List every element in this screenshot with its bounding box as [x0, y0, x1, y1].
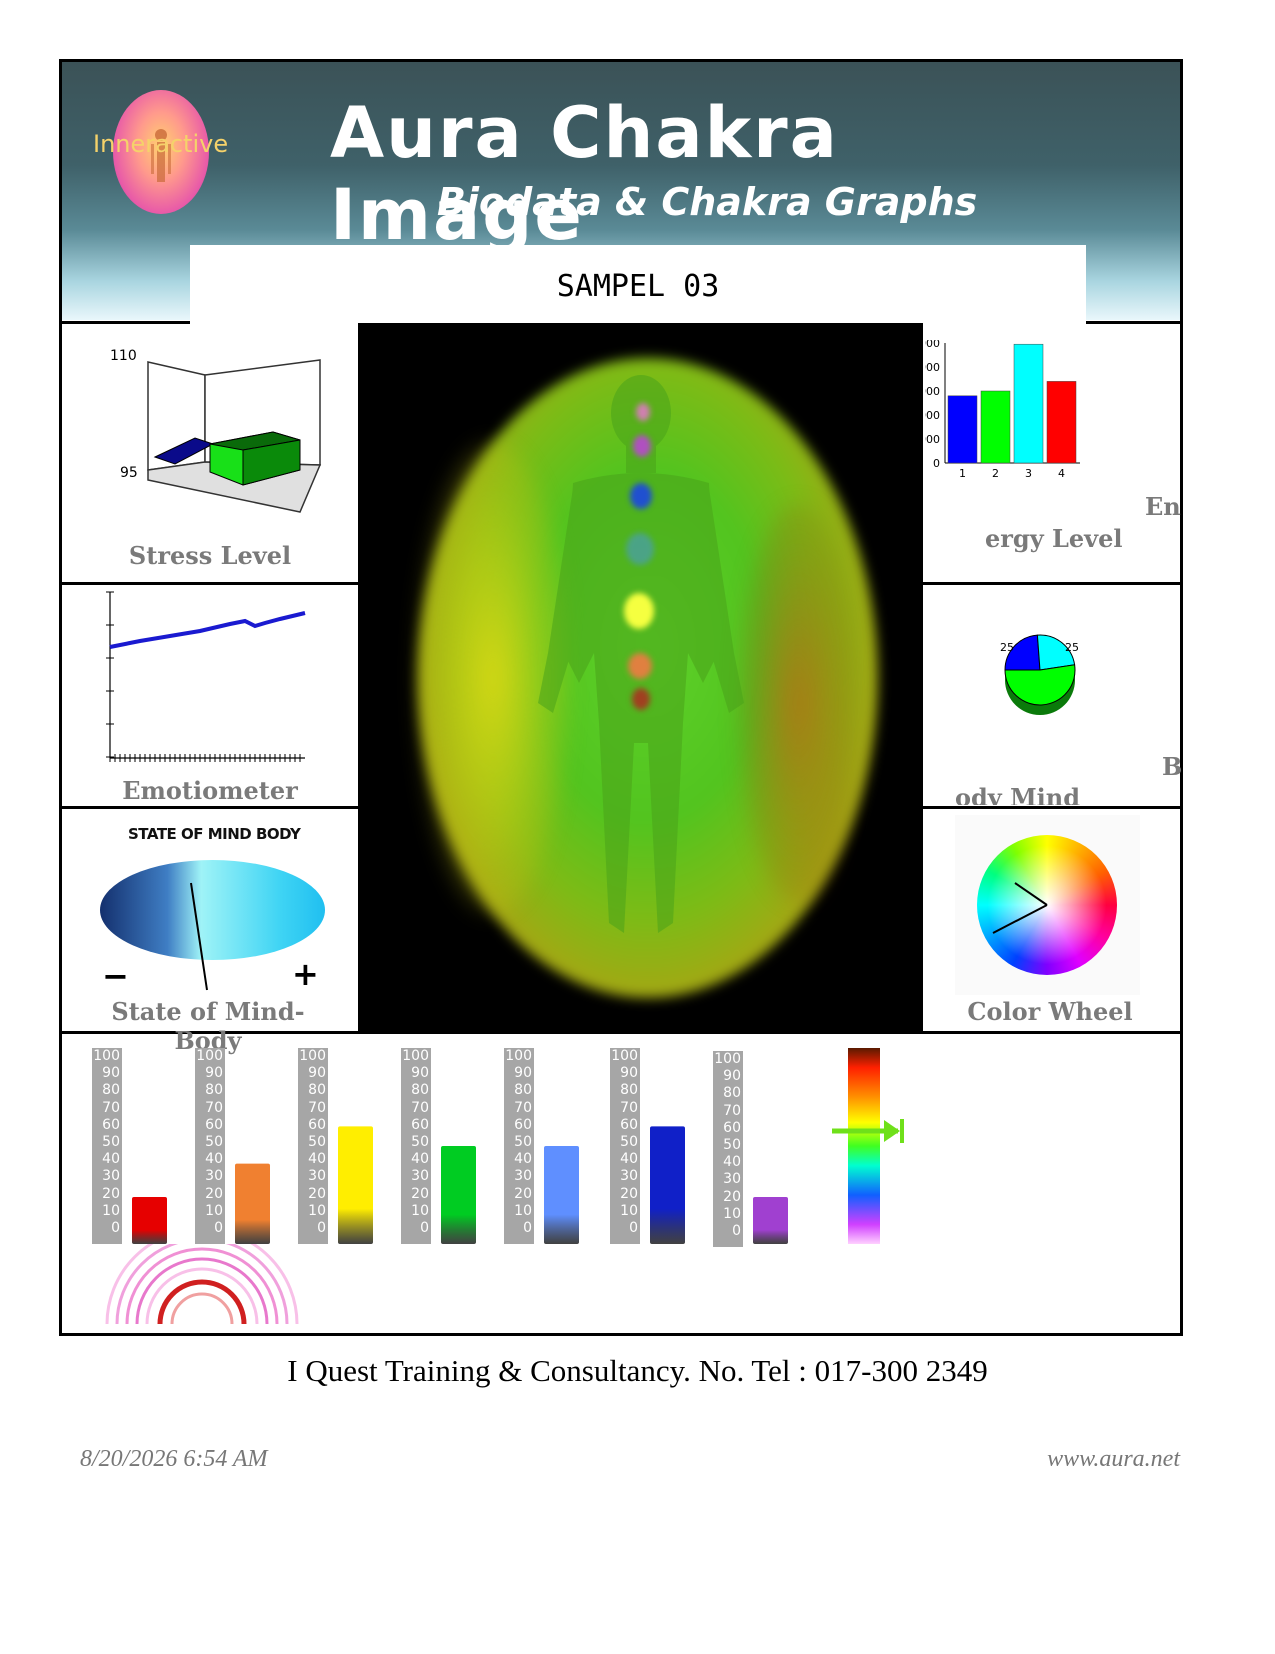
energy-bar [980, 390, 1011, 464]
stress-level-title: Stress Level [128, 541, 292, 570]
minus-icon: − [102, 957, 129, 995]
contact-line: I Quest Training & Consultancy. No. Tel … [287, 1353, 988, 1388]
energy-bar [1046, 381, 1077, 464]
client-name-box: SAMPEL 03 [190, 245, 1086, 323]
client-name: SAMPEL 03 [556, 269, 720, 304]
aura-image [358, 323, 923, 1034]
body-mind-title-right: ody Mind Spirit [955, 783, 1081, 805]
state-gauge-caption: STATE OF MIND BODY [128, 825, 301, 843]
state-ellipse [100, 860, 325, 960]
chakra-scale: 100 90 80 70 60 50 40 30 20 10 0 [92, 1048, 122, 1244]
report-datetime: 8/20/2026 6:54 AM [80, 1446, 268, 1472]
logo-text: Inneractive [93, 130, 229, 158]
stress-chart: 110 95 [110, 348, 322, 513]
emotiometer-title: Emotiometer [122, 776, 298, 805]
divider [62, 321, 190, 324]
energy-bar [1013, 343, 1044, 464]
color-wheel-title: Color Wheel [967, 997, 1133, 1026]
pie-label: 25 [1065, 641, 1079, 654]
energy-chart: 1000000 800000 600000 400000 200000 0 1 2 3 4 [925, 340, 1080, 480]
energy-ytick: 200000 [925, 433, 940, 446]
chakra-bar [753, 1196, 788, 1244]
stress-tick-low: 95 [120, 465, 138, 481]
body-mind-title-clip: ody Mind Spirit [923, 783, 1123, 805]
chakra-bar [235, 1163, 270, 1244]
chakra-scale: 100 90 80 70 60 50 40 30 20 10 0 [401, 1048, 431, 1244]
chakra-bar [441, 1146, 476, 1244]
emotiometer-chart [106, 591, 306, 762]
chakra-bar [132, 1196, 167, 1244]
energy-title-left: En [1145, 492, 1181, 521]
energy-ytick: 600000 [925, 385, 940, 398]
chakra-bar [338, 1126, 373, 1244]
energy-title-right: ergy Level [985, 524, 1123, 553]
energy-ytick: 1000000 [925, 340, 940, 350]
energy-ytick: 800000 [925, 361, 940, 374]
divider [62, 582, 358, 585]
stress-tick-high: 110 [110, 348, 137, 364]
aura-rings-icon [105, 1244, 299, 1324]
third-eye-chakra [633, 435, 651, 457]
state-of-mind-gauge: STATE OF MIND BODY − + [90, 815, 330, 995]
chakra-scale: 100 90 80 70 60 50 40 30 20 10 0 [195, 1048, 225, 1244]
plus-icon: + [292, 955, 319, 993]
chakra-scale: 100 90 80 70 60 50 40 30 20 10 0 [610, 1048, 640, 1244]
energy-ytick: 400000 [925, 409, 940, 422]
report-subtitle: Biodata & Chakra Graphs [437, 180, 978, 224]
report-frame [59, 59, 1183, 1336]
pie-slice [1036, 634, 1076, 671]
divider [923, 806, 1183, 809]
throat-chakra [630, 483, 652, 509]
heart-chakra [626, 533, 654, 565]
divider [62, 806, 358, 809]
pie-slice [1004, 664, 1076, 706]
energy-bar [947, 395, 978, 464]
rainbow-indicator [848, 1048, 880, 1244]
root-chakra [632, 688, 650, 710]
sacral-chakra [628, 653, 652, 679]
pie-label: 25 [1000, 641, 1014, 654]
crown-chakra [636, 403, 650, 421]
energy-xtick: 3 [1025, 467, 1032, 480]
energy-xtick: 4 [1058, 467, 1065, 480]
chakra-scale: 100 90 80 70 60 50 40 30 20 10 0 [298, 1048, 328, 1244]
divider [1086, 321, 1180, 324]
chakra-bars [132, 1126, 788, 1244]
logo-orb-icon [113, 90, 209, 214]
website-link[interactable]: www.aura.net [1047, 1446, 1180, 1472]
pie-slice [1004, 634, 1041, 671]
energy-xtick: 1 [959, 467, 966, 480]
energy-xtick: 2 [992, 467, 999, 480]
body-mind-spirit-chart: 252555 [1000, 634, 1079, 715]
chakra-bar [544, 1146, 579, 1244]
arrow-indicator-icon [832, 1119, 904, 1143]
report-title: Aura Chakra Image [330, 92, 839, 256]
chakra-scale: 100 90 80 70 60 50 40 30 20 10 0 [504, 1048, 534, 1244]
divider [923, 582, 1183, 585]
body-mind-title-left: B [1162, 752, 1183, 781]
color-wheel-box [955, 815, 1140, 995]
solar-plexus-chakra [624, 593, 654, 629]
chakra-bar [650, 1126, 685, 1244]
chakra-graphs: 100 90 80 70 60 50 40 30 20 10 0 100 90 80 70 60 50 40 30 2… [62, 1034, 1180, 1333]
energy-ytick: 0 [933, 457, 940, 470]
chakra-scale: 100 90 80 70 60 50 40 30 20 10 0 [713, 1051, 743, 1247]
